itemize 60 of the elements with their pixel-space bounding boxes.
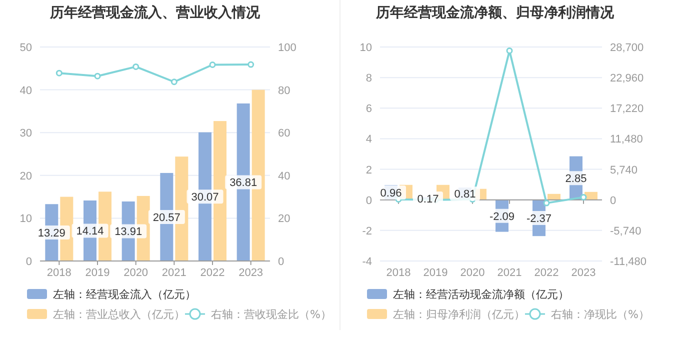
y2-tick-label: 11,480: [610, 134, 643, 146]
y2-tick-label: 60: [278, 128, 290, 140]
legend-label: 左轴：经营现金流入（亿元）: [53, 288, 196, 301]
y2-tick-label: 0: [610, 194, 616, 207]
legend-label: 左轴：经营活动现金流净额（亿元）: [393, 288, 569, 301]
y2-tick-label: 28,700: [610, 42, 644, 54]
y-tick-label: 6: [366, 103, 372, 116]
y-tick-label: 10: [20, 213, 32, 226]
data-label: 14.14: [76, 226, 104, 238]
y2-tick-label: 5,740: [610, 164, 638, 176]
legend-label: 右轴：净现比（%）: [551, 308, 650, 321]
data-label: -2.37: [526, 212, 552, 225]
y2-tick-label: 80: [278, 84, 290, 97]
x-tick-label: 2020: [460, 267, 485, 279]
legend-label: 左轴：归母净利润（亿元）: [393, 308, 525, 321]
y-tick-label: 4: [366, 134, 372, 146]
x-tick-label: 2023: [571, 267, 596, 279]
legend-label: 右轴：营收现金比（%）: [211, 308, 332, 321]
y-tick-label: 30: [20, 128, 32, 140]
x-tick-label: 2023: [238, 267, 264, 279]
chart-title: 历年经营现金流入、营业收入情况: [49, 4, 261, 20]
y2-tick-label: 20: [278, 213, 290, 226]
y-tick-label: -2: [362, 225, 372, 238]
x-tick-label: 2021: [497, 267, 522, 279]
x-tick-label: 2018: [386, 267, 411, 279]
x-tick-label: 2018: [46, 267, 72, 279]
data-label: 36.81: [230, 177, 258, 190]
y-tick-label: 0: [26, 256, 32, 268]
y2-tick-label: 100: [278, 42, 296, 54]
y-tick-label: 50: [20, 42, 32, 54]
data-label: 30.07: [191, 192, 219, 204]
data-label: 13.91: [114, 226, 142, 238]
data-label: 0.96: [380, 188, 402, 200]
x-tick-label: 2019: [423, 267, 448, 279]
y2-tick-label: -11,480: [610, 256, 646, 268]
data-label: 2.85: [565, 173, 587, 186]
chart-title: 历年经营现金流净额、归母净利润情况: [375, 4, 615, 20]
x-tick-label: 2019: [85, 267, 110, 279]
data-label: 20.57: [152, 212, 180, 224]
y2-tick-label: 22,960: [610, 72, 644, 85]
y-tick-label: 10: [360, 42, 372, 54]
y2-tick-label: 0: [278, 256, 284, 268]
data-label: -2.09: [489, 210, 515, 223]
x-tick-label: 2022: [200, 267, 225, 279]
y-tick-label: 8: [366, 72, 372, 85]
y2-tick-label: 17,220: [610, 103, 644, 116]
y-tick-label: 2: [366, 164, 372, 176]
y-tick-label: -4: [362, 256, 372, 268]
data-label: 0.17: [417, 194, 439, 206]
y2-tick-label: -5,740: [610, 225, 642, 238]
y-tick-label: 0: [366, 194, 372, 207]
x-tick-label: 2022: [534, 267, 559, 279]
y-tick-label: 40: [20, 84, 32, 97]
y2-tick-label: 40: [278, 170, 290, 182]
data-label: 13.29: [38, 228, 66, 240]
data-label: 0.81: [454, 188, 476, 201]
x-tick-label: 2020: [124, 267, 148, 279]
y-tick-label: 20: [20, 170, 32, 182]
legend-label: 左轴：营业总收入（亿元）: [53, 308, 185, 321]
x-tick-label: 2021: [162, 267, 186, 279]
